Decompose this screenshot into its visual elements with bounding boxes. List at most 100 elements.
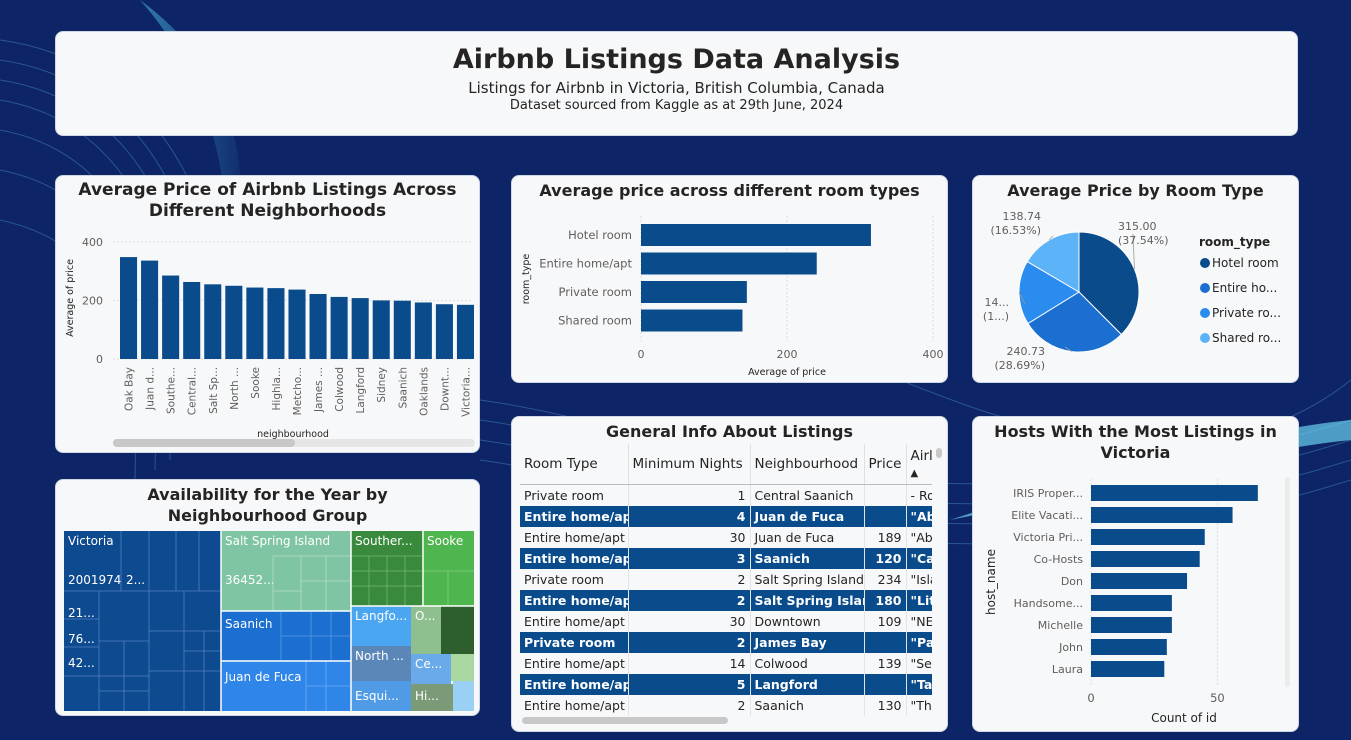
cell-minimum-nights: 4 (628, 505, 751, 527)
treemap-cell-north-saanich[interactable]: North ... (351, 646, 411, 681)
bar[interactable] (1091, 661, 1165, 677)
cell-price: 180 (864, 589, 907, 611)
treemap-cell-oak-bay[interactable]: O... (411, 606, 441, 654)
column-header-minimum-nights[interactable]: Minimum Nights (628, 444, 751, 485)
hosts-bar-chart[interactable]: 0 50 IRIS Proper... Elite Vacati... Victoria… (973, 417, 1299, 732)
bar[interactable] (1091, 529, 1205, 545)
column-header-room-type[interactable]: Room Type (520, 444, 629, 485)
room-type-price-card[interactable]: Average price across different room type… (511, 175, 948, 383)
treemap-cell-other[interactable] (441, 606, 474, 654)
column-header-airbnb-name[interactable]: Airl ▲ (906, 444, 932, 485)
cell-name: "Ab (906, 526, 932, 548)
bar[interactable] (641, 252, 817, 275)
bar[interactable] (225, 285, 243, 359)
pie-slice[interactable] (1078, 231, 1140, 336)
leader-line (1018, 292, 1026, 305)
bar[interactable] (414, 302, 432, 359)
treemap-cell-highlands[interactable]: Hi... (411, 684, 453, 711)
bar[interactable] (183, 281, 201, 359)
bar[interactable] (1091, 639, 1167, 655)
data-source-note: Dataset sourced from Kaggle as at 29th J… (509, 98, 844, 113)
treemap-cell-southern[interactable]: Souther... (351, 531, 423, 606)
bar[interactable] (330, 296, 348, 359)
x-tick-label: Oak Bay (124, 367, 136, 411)
treemap-cell-saanich[interactable]: Saanich (221, 611, 351, 661)
vertical-scrollbar[interactable] (1285, 477, 1290, 687)
y-tick-label: 0 (96, 353, 103, 366)
bar[interactable] (1091, 551, 1200, 567)
table-row[interactable]: Entire home/apt 2 Saanich 130 "Th (520, 694, 932, 716)
cell-price: 139 (864, 652, 907, 674)
general-info-table-card[interactable]: General Info About Listings Room Type Mi… (511, 416, 948, 732)
neighbourhood-bar-chart[interactable]: 0 200 400 Oak Bay Juan d... Southe... Central.… (56, 176, 480, 453)
table-row[interactable]: Private room 2 James Bay "Pa (520, 631, 932, 653)
bar[interactable] (162, 275, 180, 359)
listings-table[interactable]: Room Type Minimum Nights Neighbourhood P… (520, 444, 932, 722)
bar[interactable] (372, 300, 390, 359)
y-tick-label: Victoria Pri... (1013, 531, 1083, 544)
treemap-cell-other[interactable] (453, 681, 474, 711)
bar[interactable] (120, 257, 138, 359)
bar[interactable] (288, 289, 306, 359)
bar[interactable] (309, 293, 327, 359)
bar[interactable] (435, 304, 453, 359)
cell-name: - Ro (906, 484, 932, 506)
bar[interactable] (1091, 617, 1172, 633)
table-row[interactable]: Entire home/apt 14 Colwood 139 "Se (520, 652, 932, 674)
legend-marker (1200, 333, 1210, 343)
bar[interactable] (204, 284, 222, 359)
horizontal-scrollbar[interactable] (522, 717, 728, 724)
bar[interactable] (141, 260, 159, 359)
availability-treemap-card[interactable]: Availability for the Year by Neighbourho… (55, 479, 480, 716)
cell-minimum-nights: 14 (628, 652, 751, 674)
treemap-cell-central-saanich[interactable]: Ce... (411, 654, 451, 684)
bar[interactable] (246, 287, 264, 359)
treemap-cell-langford[interactable]: Langfo... (351, 606, 411, 646)
leader-line (1064, 346, 1073, 352)
y-tick-label: Co-Hosts (1034, 553, 1084, 566)
top-hosts-card[interactable]: Hosts With the Most Listings in Victoria… (972, 416, 1299, 732)
x-tick-label: Colwood (334, 367, 346, 412)
horizontal-scrollbar[interactable] (113, 439, 295, 447)
column-header-label: Airl (910, 448, 933, 464)
bar[interactable] (393, 300, 411, 359)
cell-room-type: Entire home/apt (520, 652, 629, 674)
column-header-neighbourhood[interactable]: Neighbourhood (750, 444, 865, 485)
bar[interactable] (641, 224, 871, 246)
treemap-cell-sooke[interactable]: Sooke (423, 531, 474, 606)
treemap-cell-salt-spring-island[interactable]: Salt Spring Island 36452... (221, 531, 351, 611)
vertical-scrollbar[interactable] (936, 448, 942, 458)
bar[interactable] (1091, 507, 1233, 523)
treemap-cell-other[interactable] (451, 654, 474, 681)
neighbourhood-price-card[interactable]: Average Price of Airbnb Listings Across … (55, 175, 480, 453)
bar[interactable] (641, 281, 747, 303)
treemap-cell-victoria[interactable]: Victoria 2001974 2... 21... 76... 42... (64, 531, 221, 711)
bar[interactable] (1091, 595, 1172, 611)
bar[interactable] (267, 288, 285, 359)
bar[interactable] (351, 298, 369, 359)
availability-treemap[interactable]: Victoria 2001974 2... 21... 76... 42... … (64, 531, 474, 711)
cell-name: "Pa (906, 631, 932, 653)
table-row[interactable]: Entire home/apt 30 Juan de Fuca 189 "Ab (520, 526, 932, 548)
cell-price (864, 484, 907, 506)
bar[interactable] (641, 309, 743, 332)
treemap-cell-esquimalt[interactable]: Esqui... (351, 681, 411, 711)
bar[interactable] (1091, 573, 1188, 589)
room-type-pie-chart[interactable]: 315.00(37.54%) 240.73(28.69%) 14...(1...) 1… (973, 176, 1299, 383)
sort-ascending-icon[interactable]: ▲ (910, 468, 919, 479)
room-type-pie-card[interactable]: Average Price by Room Type 315.00 (37.54%… (972, 175, 1299, 383)
header-card: Airbnb Listings Data Analysis Listings f… (55, 31, 1298, 136)
treemap-label: Esqui... (355, 689, 399, 703)
room-type-bar-chart[interactable]: 0 200 400 Hotel room Entire home/apt Private … (512, 176, 948, 383)
column-header-price[interactable]: Price (864, 444, 907, 485)
table-row[interactable]: Entire home/apt 30 Downtown 109 "NE (520, 610, 932, 632)
bar[interactable] (1091, 485, 1258, 501)
bar[interactable] (456, 304, 474, 359)
treemap-cell-juan-de-fuca[interactable]: Juan de Fuca (221, 661, 351, 711)
